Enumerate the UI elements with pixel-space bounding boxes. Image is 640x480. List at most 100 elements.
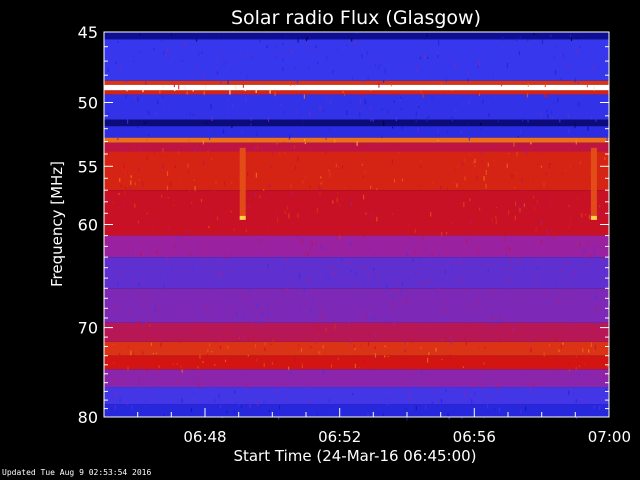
texture-fleck bbox=[365, 265, 367, 269]
x-tick-label-0: 06:48 bbox=[183, 428, 226, 446]
texture-fleck bbox=[310, 249, 312, 251]
texture-fleck bbox=[505, 254, 507, 259]
texture-fleck bbox=[197, 383, 199, 387]
texture-fleck bbox=[217, 58, 219, 63]
texture-fleck bbox=[432, 113, 434, 116]
texture-fleck bbox=[246, 384, 249, 388]
texture-fleck bbox=[246, 74, 248, 79]
texture-fleck bbox=[260, 297, 262, 299]
texture-fleck bbox=[362, 306, 364, 309]
texture-fleck bbox=[467, 71, 469, 77]
texture-fleck bbox=[508, 210, 510, 215]
texture-fleck bbox=[144, 296, 146, 301]
texture-fleck bbox=[329, 410, 331, 412]
texture-fleck bbox=[202, 361, 204, 364]
texture-fleck bbox=[229, 90, 231, 95]
texture-fleck bbox=[479, 273, 481, 279]
y-tick-label-2: 55 bbox=[78, 157, 98, 176]
texture-fleck bbox=[291, 191, 293, 196]
texture-fleck bbox=[570, 290, 572, 296]
texture-fleck bbox=[509, 181, 511, 185]
texture-fleck bbox=[594, 345, 597, 350]
texture-fleck bbox=[593, 65, 595, 71]
texture-fleck bbox=[250, 117, 252, 121]
texture-fleck bbox=[527, 384, 529, 388]
texture-fleck bbox=[116, 358, 118, 363]
texture-fleck bbox=[247, 336, 249, 342]
texture-fleck bbox=[146, 138, 148, 142]
texture-fleck bbox=[155, 222, 157, 226]
texture-fleck bbox=[228, 143, 230, 146]
texture-fleck bbox=[553, 233, 555, 238]
texture-fleck bbox=[282, 59, 284, 62]
texture-fleck bbox=[146, 375, 148, 377]
texture-fleck bbox=[559, 118, 561, 123]
texture-fleck bbox=[384, 290, 386, 293]
texture-fleck bbox=[452, 222, 454, 225]
texture-fleck bbox=[375, 64, 377, 67]
texture-fleck bbox=[263, 362, 265, 367]
texture-fleck bbox=[447, 413, 449, 417]
texture-fleck bbox=[352, 393, 354, 395]
texture-fleck bbox=[109, 51, 111, 55]
texture-fleck bbox=[360, 344, 362, 347]
texture-fleck bbox=[432, 207, 434, 209]
texture-fleck bbox=[278, 405, 281, 410]
texture-fleck bbox=[243, 336, 245, 340]
texture-fleck bbox=[440, 185, 442, 190]
texture-fleck bbox=[561, 172, 563, 175]
texture-fleck bbox=[508, 267, 510, 271]
texture-fleck bbox=[405, 300, 407, 304]
texture-fleck bbox=[257, 91, 259, 96]
texture-fleck bbox=[201, 312, 204, 316]
texture-fleck bbox=[113, 362, 115, 364]
texture-fleck bbox=[239, 332, 241, 335]
texture-fleck bbox=[591, 373, 593, 378]
texture-fleck bbox=[109, 200, 111, 202]
texture-fleck bbox=[518, 51, 521, 56]
texture-fleck bbox=[453, 390, 455, 394]
texture-fleck bbox=[192, 329, 194, 331]
texture-fleck bbox=[190, 407, 193, 413]
texture-fleck bbox=[201, 203, 203, 207]
texture-fleck bbox=[222, 328, 224, 332]
intensity-band-8 bbox=[104, 137, 609, 143]
texture-fleck bbox=[268, 311, 270, 315]
texture-fleck bbox=[555, 337, 557, 342]
texture-fleck bbox=[480, 160, 483, 163]
texture-fleck bbox=[125, 94, 127, 99]
texture-fleck bbox=[138, 291, 141, 295]
texture-fleck bbox=[306, 42, 308, 47]
texture-fleck bbox=[400, 96, 402, 99]
texture-fleck bbox=[553, 55, 555, 59]
texture-fleck bbox=[282, 67, 284, 72]
texture-fleck bbox=[501, 58, 503, 62]
texture-fleck bbox=[551, 116, 553, 120]
texture-fleck bbox=[205, 245, 207, 249]
texture-fleck bbox=[459, 309, 461, 312]
texture-fleck bbox=[270, 343, 272, 346]
texture-fleck bbox=[448, 361, 450, 364]
texture-fleck bbox=[476, 175, 478, 179]
texture-fleck bbox=[311, 259, 313, 263]
texture-fleck bbox=[115, 210, 117, 214]
texture-fleck bbox=[241, 336, 243, 341]
texture-fleck bbox=[215, 64, 217, 70]
texture-fleck bbox=[537, 276, 539, 278]
texture-fleck bbox=[104, 369, 106, 372]
texture-fleck bbox=[359, 112, 361, 117]
texture-fleck bbox=[255, 266, 257, 268]
texture-fleck bbox=[230, 328, 232, 331]
intensity-band-2 bbox=[104, 80, 609, 85]
texture-fleck bbox=[310, 385, 312, 390]
texture-fleck bbox=[283, 141, 285, 143]
texture-fleck bbox=[436, 381, 438, 383]
texture-fleck bbox=[494, 244, 496, 249]
texture-fleck bbox=[210, 158, 213, 160]
texture-fleck bbox=[554, 70, 557, 75]
texture-fleck bbox=[106, 410, 108, 413]
texture-fleck bbox=[348, 45, 350, 51]
texture-fleck bbox=[445, 232, 448, 235]
texture-fleck bbox=[537, 150, 539, 154]
texture-fleck bbox=[263, 400, 265, 405]
